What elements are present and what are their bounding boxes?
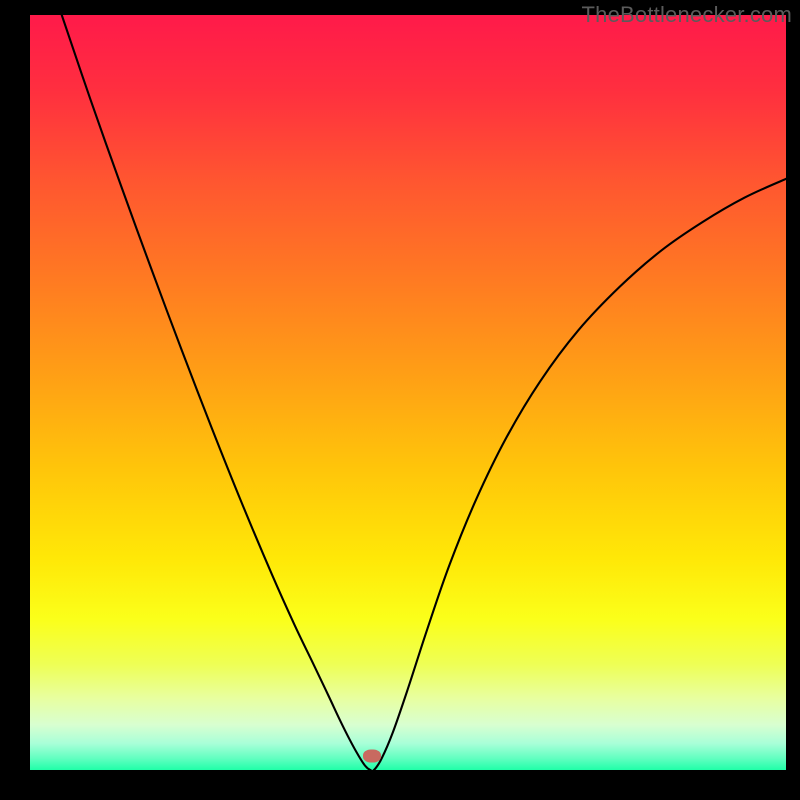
minimum-marker	[363, 750, 381, 763]
watermark-text: TheBottlenecker.com	[582, 2, 792, 28]
chart-frame: TheBottlenecker.com	[0, 0, 800, 800]
plot-area	[30, 15, 786, 770]
bottleneck-curve	[62, 15, 786, 770]
plot-svg	[30, 15, 786, 770]
